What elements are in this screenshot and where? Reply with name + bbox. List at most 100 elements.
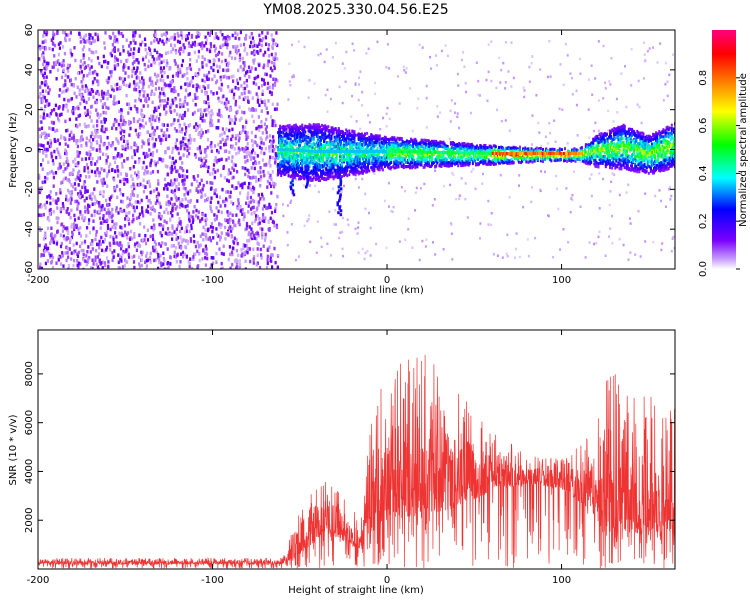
noise-cell xyxy=(231,184,234,188)
noise-cell xyxy=(153,106,156,111)
noise-cell xyxy=(74,187,77,191)
noise-cell xyxy=(208,172,212,176)
noise-cell xyxy=(154,87,157,91)
noise-cell xyxy=(81,214,84,218)
noise-cell xyxy=(203,156,206,161)
noise-cell xyxy=(257,193,260,197)
noise-cell xyxy=(101,221,104,225)
noise-cell xyxy=(194,93,197,97)
noise-cell xyxy=(142,189,146,194)
noise-cell xyxy=(91,258,94,262)
noise-cell xyxy=(154,81,157,86)
ridge-core-cell xyxy=(335,150,338,153)
ridge-cell xyxy=(335,138,338,142)
noise-cell xyxy=(252,119,255,124)
noise-cell xyxy=(142,94,145,98)
noise-cell xyxy=(108,202,111,207)
noise-cell xyxy=(94,197,97,201)
noise-cell xyxy=(188,66,191,70)
noise-cell xyxy=(193,40,197,45)
background-cell xyxy=(630,47,633,51)
noise-cell xyxy=(205,38,208,42)
noise-cell xyxy=(248,35,251,40)
noise-cell xyxy=(201,114,204,119)
noise-cell xyxy=(108,92,111,97)
noise-cell xyxy=(82,182,86,187)
noise-cell xyxy=(173,33,176,37)
noise-cell xyxy=(49,139,52,143)
noise-cell xyxy=(272,77,275,81)
background-cell xyxy=(639,255,642,258)
noise-cell xyxy=(263,63,266,67)
noise-cell xyxy=(179,235,182,239)
noise-cell xyxy=(254,134,257,139)
noise-cell xyxy=(160,68,163,73)
noise-cell xyxy=(84,216,87,220)
background-cell xyxy=(469,111,472,115)
ridge-cell xyxy=(301,161,304,165)
noise-cell xyxy=(103,207,106,211)
noise-cell xyxy=(93,195,96,199)
ridge-core-cell xyxy=(317,150,320,153)
noise-cell xyxy=(207,85,210,89)
noise-cell xyxy=(274,123,277,128)
noise-cell xyxy=(180,130,183,134)
noise-cell xyxy=(103,261,106,265)
noise-cell xyxy=(261,131,264,135)
noise-cell xyxy=(196,174,200,178)
background-cell xyxy=(359,70,362,73)
noise-cell xyxy=(252,39,255,44)
noise-cell xyxy=(261,227,264,231)
ridge-cell xyxy=(335,145,338,149)
noise-cell xyxy=(114,241,117,245)
noise-cell xyxy=(250,227,253,231)
noise-cell xyxy=(150,89,153,93)
noise-cell xyxy=(87,124,90,128)
background-cell xyxy=(402,65,405,69)
noise-cell xyxy=(233,121,236,125)
noise-cell xyxy=(259,175,263,179)
noise-cell xyxy=(97,135,100,139)
background-cell xyxy=(444,44,447,47)
noise-cell xyxy=(38,95,41,99)
noise-cell xyxy=(64,31,67,35)
noise-cell xyxy=(258,42,261,46)
ridge-cell xyxy=(286,133,289,137)
noise-cell xyxy=(197,216,200,220)
ridge-cell xyxy=(282,142,285,146)
noise-cell xyxy=(51,255,54,260)
noise-cell xyxy=(230,108,233,112)
noise-cell xyxy=(118,76,121,81)
noise-cell xyxy=(164,137,168,142)
noise-cell xyxy=(143,172,146,176)
noise-cell xyxy=(99,139,103,144)
noise-cell xyxy=(90,59,93,63)
noise-cell xyxy=(239,76,242,81)
noise-cell xyxy=(56,147,59,152)
noise-cell xyxy=(225,68,228,73)
noise-cell xyxy=(76,207,79,211)
background-cell xyxy=(642,41,645,44)
noise-cell xyxy=(147,64,150,69)
noise-cell xyxy=(81,130,84,134)
noise-cell xyxy=(161,122,164,127)
noise-cell xyxy=(228,245,231,249)
background-cell xyxy=(608,235,610,238)
noise-cell xyxy=(44,206,47,210)
noise-cell xyxy=(161,99,164,103)
noise-cell xyxy=(198,67,201,72)
ridge-cell xyxy=(288,131,291,134)
background-cell xyxy=(382,116,385,120)
noise-cell xyxy=(167,202,170,207)
ridge-cell xyxy=(291,146,294,150)
ridge-core-cell xyxy=(288,148,291,152)
ridge-core-cell xyxy=(295,148,298,152)
noise-cell xyxy=(111,168,114,172)
background-cell xyxy=(391,210,394,214)
ridge-cell xyxy=(331,151,334,155)
ridge-cell xyxy=(333,142,336,146)
noise-cell xyxy=(64,36,67,41)
noise-cell xyxy=(82,252,85,257)
noise-cell xyxy=(265,130,268,135)
noise-cell xyxy=(185,126,188,130)
